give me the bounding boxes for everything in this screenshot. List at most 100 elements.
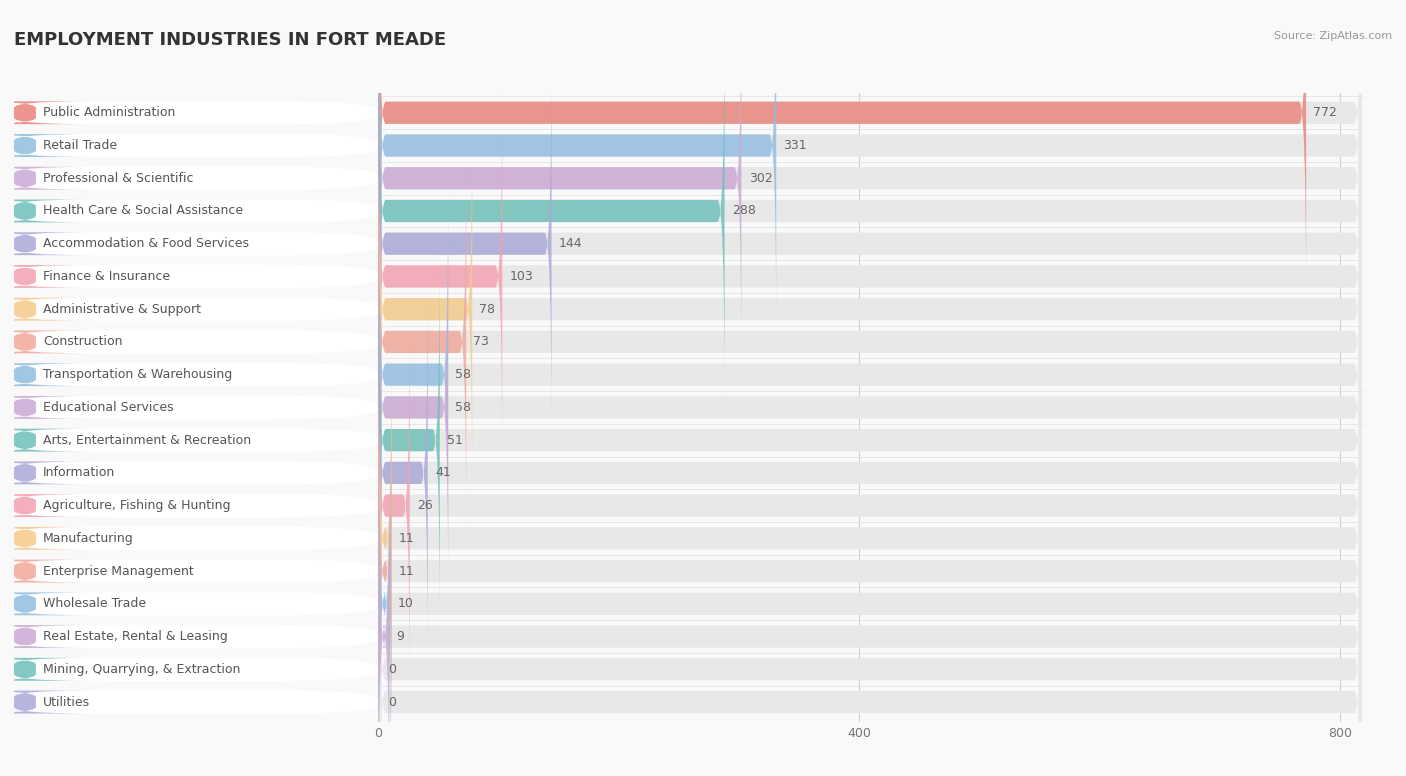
- FancyBboxPatch shape: [378, 26, 724, 397]
- Text: Educational Services: Educational Services: [44, 401, 174, 414]
- Text: 9: 9: [396, 630, 405, 643]
- Text: 73: 73: [474, 335, 489, 348]
- FancyBboxPatch shape: [10, 297, 378, 321]
- FancyBboxPatch shape: [10, 428, 378, 452]
- Text: Construction: Construction: [44, 335, 122, 348]
- Text: Information: Information: [44, 466, 115, 480]
- Text: Finance & Insurance: Finance & Insurance: [44, 270, 170, 283]
- FancyBboxPatch shape: [378, 58, 1361, 429]
- Text: 26: 26: [418, 499, 433, 512]
- Text: Utilities: Utilities: [44, 695, 90, 708]
- Text: Accommodation & Food Services: Accommodation & Food Services: [44, 237, 249, 250]
- FancyBboxPatch shape: [378, 517, 1361, 776]
- Text: Mining, Quarrying, & Extraction: Mining, Quarrying, & Extraction: [44, 663, 240, 676]
- FancyBboxPatch shape: [0, 363, 87, 386]
- FancyBboxPatch shape: [0, 462, 87, 484]
- Text: Professional & Scientific: Professional & Scientific: [44, 171, 194, 185]
- FancyBboxPatch shape: [378, 58, 551, 429]
- FancyBboxPatch shape: [0, 298, 87, 320]
- FancyBboxPatch shape: [378, 255, 440, 625]
- FancyBboxPatch shape: [378, 0, 1361, 298]
- FancyBboxPatch shape: [378, 288, 1361, 658]
- FancyBboxPatch shape: [0, 134, 87, 157]
- FancyBboxPatch shape: [10, 232, 378, 255]
- Text: 0: 0: [388, 695, 396, 708]
- FancyBboxPatch shape: [378, 91, 502, 462]
- Text: Transportation & Warehousing: Transportation & Warehousing: [44, 368, 232, 381]
- FancyBboxPatch shape: [0, 396, 87, 419]
- FancyBboxPatch shape: [10, 167, 378, 190]
- Text: Wholesale Trade: Wholesale Trade: [44, 598, 146, 611]
- FancyBboxPatch shape: [378, 353, 392, 724]
- Text: 331: 331: [783, 139, 807, 152]
- FancyBboxPatch shape: [10, 494, 378, 518]
- Text: 10: 10: [398, 598, 413, 611]
- Text: Health Care & Social Assistance: Health Care & Social Assistance: [44, 204, 243, 217]
- Text: 288: 288: [731, 204, 755, 217]
- FancyBboxPatch shape: [378, 157, 467, 527]
- FancyBboxPatch shape: [0, 559, 87, 583]
- FancyBboxPatch shape: [10, 527, 378, 550]
- Text: 78: 78: [479, 303, 495, 316]
- Text: Retail Trade: Retail Trade: [44, 139, 117, 152]
- FancyBboxPatch shape: [10, 559, 378, 583]
- Text: 51: 51: [447, 434, 463, 447]
- FancyBboxPatch shape: [10, 363, 378, 386]
- FancyBboxPatch shape: [378, 320, 1361, 691]
- Text: 11: 11: [399, 565, 415, 577]
- Text: 144: 144: [558, 237, 582, 250]
- Text: Real Estate, Rental & Leasing: Real Estate, Rental & Leasing: [44, 630, 228, 643]
- FancyBboxPatch shape: [378, 386, 1361, 757]
- FancyBboxPatch shape: [0, 102, 87, 124]
- FancyBboxPatch shape: [378, 0, 741, 363]
- FancyBboxPatch shape: [378, 0, 1306, 298]
- Text: Agriculture, Fishing & Hunting: Agriculture, Fishing & Hunting: [44, 499, 231, 512]
- FancyBboxPatch shape: [10, 461, 378, 485]
- Text: Manufacturing: Manufacturing: [44, 532, 134, 545]
- FancyBboxPatch shape: [378, 124, 1361, 494]
- FancyBboxPatch shape: [0, 592, 87, 615]
- FancyBboxPatch shape: [0, 494, 87, 517]
- FancyBboxPatch shape: [0, 167, 87, 189]
- Text: 302: 302: [748, 171, 772, 185]
- FancyBboxPatch shape: [378, 189, 1361, 560]
- FancyBboxPatch shape: [378, 0, 776, 331]
- FancyBboxPatch shape: [378, 157, 1361, 527]
- FancyBboxPatch shape: [378, 0, 1361, 363]
- FancyBboxPatch shape: [10, 657, 378, 681]
- FancyBboxPatch shape: [0, 232, 87, 255]
- FancyBboxPatch shape: [0, 331, 87, 353]
- Text: 58: 58: [456, 368, 471, 381]
- FancyBboxPatch shape: [378, 26, 1361, 397]
- Text: 0: 0: [388, 663, 396, 676]
- FancyBboxPatch shape: [0, 428, 87, 452]
- FancyBboxPatch shape: [0, 691, 87, 713]
- FancyBboxPatch shape: [378, 124, 472, 494]
- FancyBboxPatch shape: [378, 452, 1361, 776]
- FancyBboxPatch shape: [10, 625, 378, 649]
- FancyBboxPatch shape: [378, 418, 1361, 776]
- Text: Public Administration: Public Administration: [44, 106, 176, 120]
- Text: 772: 772: [1313, 106, 1337, 120]
- FancyBboxPatch shape: [0, 265, 87, 288]
- Text: EMPLOYMENT INDUSTRIES IN FORT MEADE: EMPLOYMENT INDUSTRIES IN FORT MEADE: [14, 31, 446, 49]
- FancyBboxPatch shape: [378, 320, 409, 691]
- FancyBboxPatch shape: [378, 353, 1361, 724]
- FancyBboxPatch shape: [0, 527, 87, 550]
- FancyBboxPatch shape: [378, 452, 389, 776]
- FancyBboxPatch shape: [378, 222, 1361, 593]
- FancyBboxPatch shape: [10, 592, 378, 615]
- FancyBboxPatch shape: [378, 91, 1361, 462]
- Text: Administrative & Support: Administrative & Support: [44, 303, 201, 316]
- FancyBboxPatch shape: [378, 0, 1361, 331]
- Text: Source: ZipAtlas.com: Source: ZipAtlas.com: [1274, 31, 1392, 41]
- FancyBboxPatch shape: [378, 418, 391, 776]
- Text: 41: 41: [434, 466, 451, 480]
- FancyBboxPatch shape: [378, 288, 427, 658]
- FancyBboxPatch shape: [10, 199, 378, 223]
- FancyBboxPatch shape: [378, 189, 449, 560]
- FancyBboxPatch shape: [0, 199, 87, 223]
- FancyBboxPatch shape: [10, 265, 378, 288]
- Text: 11: 11: [399, 532, 415, 545]
- FancyBboxPatch shape: [10, 691, 378, 714]
